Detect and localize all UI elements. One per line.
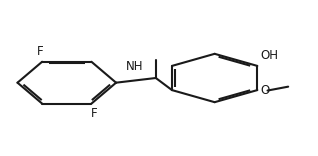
Text: OH: OH: [260, 49, 278, 62]
Text: F: F: [91, 107, 98, 120]
Text: F: F: [37, 45, 44, 58]
Text: O: O: [260, 84, 270, 97]
Text: NH: NH: [126, 60, 143, 73]
